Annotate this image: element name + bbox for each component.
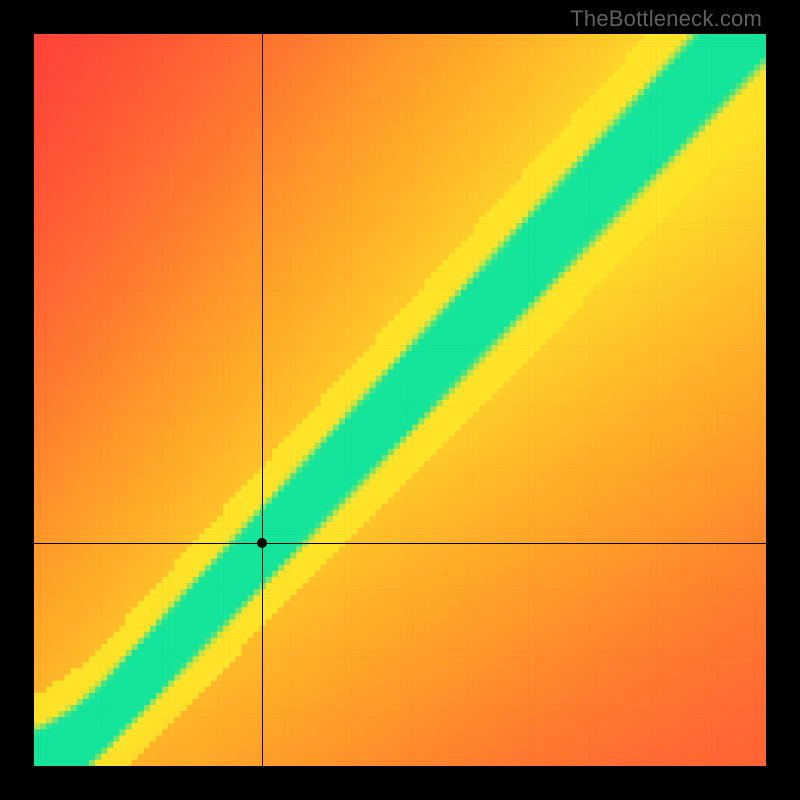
watermark-text: TheBottleneck.com bbox=[570, 6, 762, 32]
chart-container: TheBottleneck.com bbox=[0, 0, 800, 800]
crosshair-horizontal-line bbox=[34, 543, 766, 544]
heatmap-plot-area bbox=[34, 34, 766, 766]
heatmap-canvas bbox=[34, 34, 766, 766]
crosshair-vertical-line bbox=[262, 34, 263, 766]
